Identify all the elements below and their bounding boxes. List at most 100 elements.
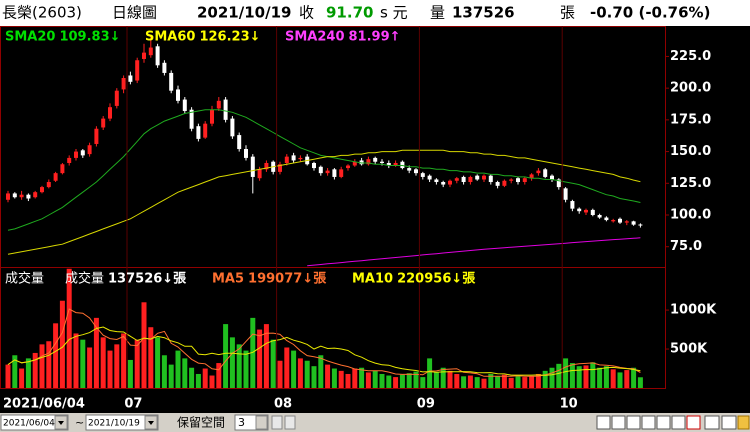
volume-bar xyxy=(345,373,351,388)
dropdown-arrow xyxy=(148,421,154,425)
icon-button[interactable] xyxy=(611,415,626,430)
volume-bar xyxy=(603,366,609,388)
volume-bar xyxy=(447,370,453,388)
volume-bar xyxy=(420,377,426,388)
candle-body xyxy=(94,128,99,144)
icon-button[interactable] xyxy=(596,415,611,430)
candle-body xyxy=(67,157,72,163)
legend-value: 220956↓張 xyxy=(397,272,476,287)
candle-body xyxy=(590,209,595,215)
volume-bar xyxy=(365,372,371,388)
volume-bar xyxy=(495,376,501,388)
volume-bar xyxy=(270,339,276,388)
volume-bar xyxy=(46,341,52,388)
legend-value: 81.99↑ xyxy=(349,30,401,45)
volume-bar xyxy=(583,365,589,388)
spinner[interactable] xyxy=(255,415,268,430)
volume-bar xyxy=(87,347,93,388)
icon-button[interactable] xyxy=(721,415,737,430)
candle-body xyxy=(169,72,174,91)
volume-bar xyxy=(243,350,249,388)
candle-body xyxy=(196,126,201,139)
close-label: 收 xyxy=(299,4,314,22)
volume-bar xyxy=(610,369,616,388)
volume-bar xyxy=(209,375,215,388)
candle-body xyxy=(12,193,17,198)
volume-bar xyxy=(175,350,181,388)
candle-body xyxy=(142,52,146,59)
candle-body xyxy=(318,166,323,174)
volume-bar xyxy=(331,368,337,388)
candle-body xyxy=(332,169,337,177)
candle-body xyxy=(488,175,493,183)
volume-label: 量 xyxy=(430,4,445,22)
volume-bar xyxy=(134,339,140,388)
end-select[interactable] xyxy=(85,414,159,431)
volume-bar xyxy=(19,368,25,388)
ma-line xyxy=(7,109,641,231)
candle-body xyxy=(60,164,65,174)
volume-bar xyxy=(352,368,358,388)
x-tick-label: 08 xyxy=(274,397,292,412)
labels: 2021/06/04 07 08 09 10 75.0 100.0 125.0 150.0 175… xyxy=(3,26,717,412)
legend-value: 126.23↓ xyxy=(199,30,260,45)
candle-body xyxy=(570,201,575,209)
volume-bar xyxy=(250,317,256,388)
ma-line xyxy=(7,149,641,255)
volume-bar xyxy=(202,368,208,388)
candle-body xyxy=(563,188,568,200)
candle-body xyxy=(468,176,473,183)
icon-button[interactable] xyxy=(671,415,686,430)
period: 日線圖 xyxy=(112,4,157,22)
volume-bar xyxy=(386,375,392,388)
volume-bar xyxy=(318,355,324,388)
volume-bar xyxy=(522,377,528,388)
legend-name: MA10 xyxy=(352,272,393,287)
candle-body xyxy=(74,151,78,158)
volume-bar xyxy=(93,317,99,388)
volume-bar xyxy=(569,363,575,388)
candle-body xyxy=(264,162,269,170)
icon-button[interactable] xyxy=(626,415,641,430)
candle-body xyxy=(577,208,582,212)
volume-bar xyxy=(229,337,235,388)
volume-bar xyxy=(454,373,460,388)
candle-body xyxy=(108,107,112,119)
y-tick-label: 1000K xyxy=(670,303,717,318)
icon-button[interactable] xyxy=(686,415,701,430)
candle-body xyxy=(135,60,140,81)
candle-body xyxy=(114,90,119,106)
candle-body xyxy=(441,182,446,185)
volume-bar xyxy=(508,377,514,388)
icon-button[interactable] xyxy=(641,415,656,430)
candle-body xyxy=(522,178,527,183)
icon-button[interactable] xyxy=(737,415,750,430)
volume-bar xyxy=(59,300,65,388)
icon-button[interactable] xyxy=(656,415,671,430)
start-select[interactable] xyxy=(0,414,69,431)
y-tick-label: 225.0 xyxy=(670,49,711,64)
ma-line xyxy=(7,326,641,376)
candle-body xyxy=(611,220,616,222)
volume-bar xyxy=(617,372,623,388)
ma-line xyxy=(7,308,641,377)
price-panel xyxy=(0,26,666,268)
volume-bar xyxy=(372,370,378,388)
candle-body xyxy=(359,160,364,165)
candle-body xyxy=(631,221,636,225)
candle-body xyxy=(53,173,58,181)
toolbar-button[interactable] xyxy=(284,415,296,430)
volume-bar xyxy=(73,333,79,388)
y-tick-label: 100.0 xyxy=(670,207,711,222)
toolbar-button[interactable] xyxy=(271,415,283,430)
volume-bar xyxy=(542,370,548,388)
candle-body xyxy=(19,194,24,198)
volume-bar xyxy=(597,367,603,388)
y-tick-label: 200.0 xyxy=(670,81,711,96)
candle-body xyxy=(366,159,371,165)
volume-bar xyxy=(216,363,222,388)
legend-name: 成交量 xyxy=(65,271,104,287)
candle-body xyxy=(380,161,384,163)
icon-button[interactable] xyxy=(704,415,720,430)
candle-body xyxy=(182,99,187,111)
